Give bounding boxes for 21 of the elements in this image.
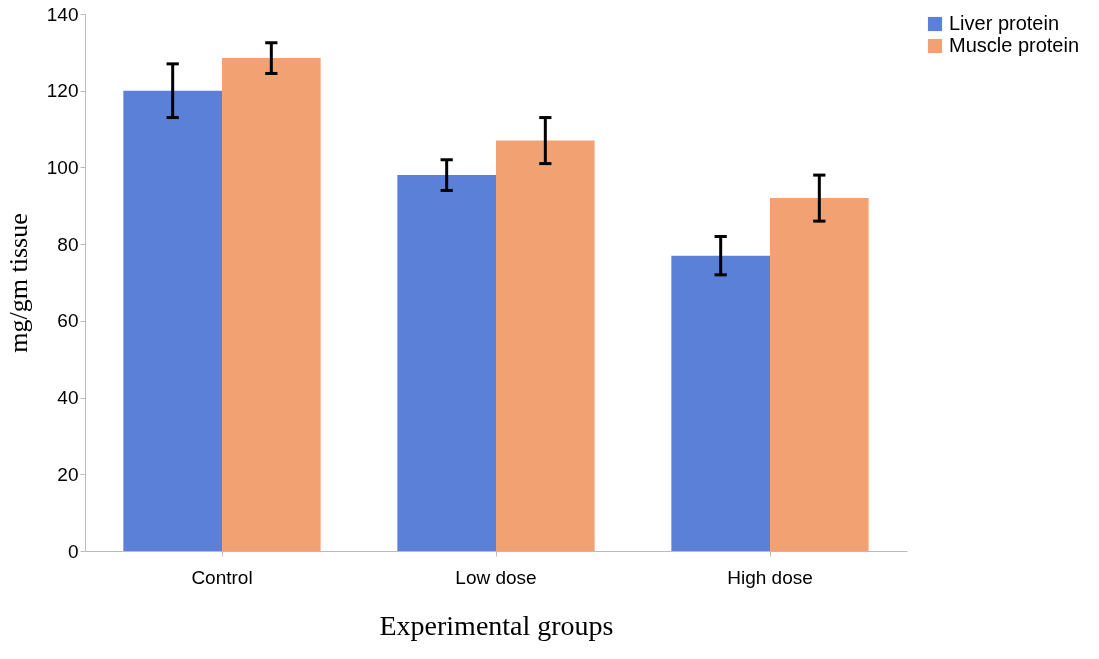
y-tick-label: 120 bbox=[46, 80, 79, 102]
bar bbox=[222, 58, 321, 551]
y-tick-label: 0 bbox=[67, 540, 79, 562]
x-tick-label: Control bbox=[191, 566, 253, 588]
legend-label: Liver protein bbox=[949, 12, 1060, 34]
y-tick-label: 80 bbox=[57, 233, 79, 255]
x-tick-label: High dose bbox=[727, 566, 813, 588]
y-tick-label: 60 bbox=[57, 310, 79, 332]
bar bbox=[496, 140, 595, 551]
x-axis-title: Experimental groups bbox=[379, 609, 614, 641]
y-tick-label: 40 bbox=[57, 387, 79, 409]
y-axis-title: mg/gm tissue bbox=[3, 213, 33, 353]
x-tick-label: Low dose bbox=[455, 566, 537, 588]
legend-label: Muscle protein bbox=[949, 34, 1080, 56]
bar bbox=[123, 90, 222, 551]
bar bbox=[671, 255, 770, 551]
y-tick-label: 100 bbox=[46, 156, 79, 178]
bar bbox=[397, 175, 496, 551]
bar bbox=[770, 198, 869, 551]
y-tick-label: 20 bbox=[57, 463, 79, 485]
y-tick-label: 140 bbox=[46, 3, 79, 25]
